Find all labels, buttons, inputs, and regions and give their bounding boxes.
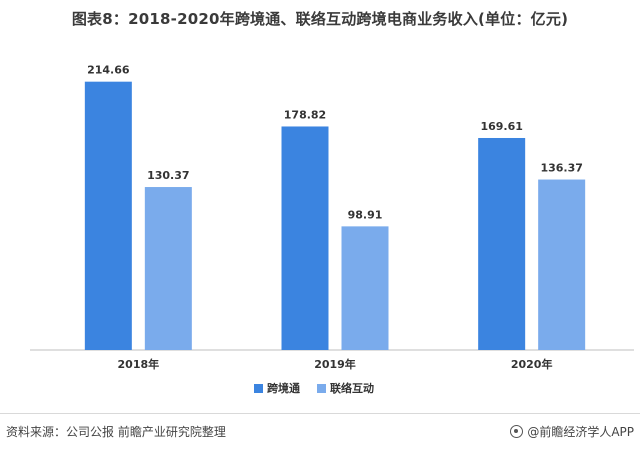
brand-logo-icon: [510, 425, 524, 438]
bar-跨境通-2018年: [84, 81, 132, 351]
bar-联络互动-2018年: [144, 187, 192, 350]
bar-联络互动-2019年: [341, 226, 389, 350]
bar-跨境通-2019年: [281, 126, 329, 350]
data-label: 98.91: [348, 208, 383, 221]
data-label: 178.82: [284, 108, 326, 121]
footer: 资料来源：公司公报 前瞻产业研究院整理 @前瞻经济学人APP: [0, 413, 640, 449]
x-tick-label: 2018年: [118, 357, 160, 371]
bar-联络互动-2020年: [538, 179, 586, 350]
bar-跨境通-2020年: [478, 137, 526, 350]
legend-swatch: [254, 384, 263, 393]
legend-swatch: [317, 384, 326, 393]
bar-chart: 214.66 130.37 2018年 178.82 98.91 2019年 169.61 1…: [30, 64, 634, 395]
x-tick-label: 2019年: [314, 357, 356, 371]
data-label: 214.66: [87, 64, 130, 77]
data-label: 169.61: [480, 120, 522, 133]
data-label: 136.37: [540, 162, 582, 175]
x-tick-label: 2020年: [511, 357, 553, 371]
source-note: 资料来源：公司公报 前瞻产业研究院整理: [6, 425, 226, 439]
brand-credit: @前瞻经济学人APP: [510, 423, 634, 440]
chart-title: 图表8：2018-2020年跨境通、联络互动跨境电商业务收入(单位：亿元): [71, 10, 569, 28]
legend-label: 联络互动: [330, 381, 374, 395]
brand-text: @前瞻经济学人APP: [527, 425, 634, 439]
legend-label: 跨境通: [267, 381, 300, 395]
data-label: 130.37: [147, 169, 189, 182]
